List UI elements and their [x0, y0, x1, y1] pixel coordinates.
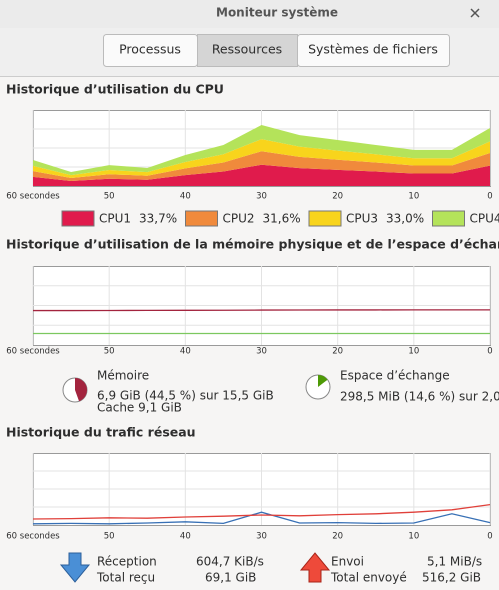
x-tick-label: 60 secondes [6, 347, 60, 357]
x-tick-label: 20 [332, 532, 343, 542]
tab-active[interactable] [197, 34, 298, 67]
send-label: Envoi [331, 555, 364, 569]
tab-label[interactable]: Systèmes de fichiers [308, 42, 438, 57]
x-tick-label: 10 [408, 532, 419, 542]
x-tick-label: 20 [332, 192, 343, 202]
legend-label: CPU1 [99, 212, 131, 226]
receive-total-label: Total reçu [96, 571, 155, 585]
legend-value: 33,7% [139, 212, 177, 226]
tab-label[interactable]: Ressources [212, 42, 282, 57]
x-tick-label: 40 [180, 532, 191, 542]
line [32, 511, 491, 525]
x-tick-label: 10 [408, 192, 419, 202]
x-tick-label: 20 [332, 347, 343, 357]
x-tick-label: 10 [408, 347, 419, 357]
x-tick-label: 30 [256, 192, 267, 202]
legend-label: CPU2 [223, 212, 255, 226]
download-icon [59, 552, 91, 583]
x-tick-label: 50 [104, 192, 115, 202]
tab[interactable] [297, 34, 450, 67]
line [33, 309, 490, 312]
memory-label: Mémoire [97, 369, 149, 383]
swap-label: Espace d’échange [340, 369, 450, 383]
area [33, 164, 490, 186]
close-button[interactable] [470, 8, 480, 18]
legend-label: CPU4 [470, 212, 499, 226]
tab-label[interactable]: Processus [119, 42, 181, 57]
pie-slice [75, 378, 87, 402]
legend-swatch [185, 210, 218, 227]
receive-label: Réception [97, 555, 157, 569]
section-title: Historique d’utilisation du CPU [6, 82, 224, 97]
send-total-label: Total envoyé [330, 571, 407, 585]
receive-total: 69,1 GiB [205, 571, 256, 585]
x-tick-label: 30 [256, 347, 267, 357]
upload-icon [299, 552, 331, 583]
x-tick-label: 50 [104, 532, 115, 542]
x-tick-label: 40 [180, 192, 191, 202]
title-bar [0, 0, 499, 28]
section-title: Historique du trafic réseau [6, 425, 196, 440]
x-tick-label: 0 [487, 532, 492, 542]
window-title: Moniteur système [216, 6, 338, 20]
legend-swatch [308, 210, 342, 227]
x-tick-label: 50 [104, 347, 115, 357]
x-tick-label: 30 [256, 532, 267, 542]
x-tick-label: 60 secondes [6, 192, 60, 202]
legend-label: CPU3 [346, 212, 378, 226]
legend-value: 31,6% [263, 212, 301, 226]
legend-swatch [61, 210, 95, 227]
memory-cache: Cache 9,1 GiB [97, 401, 182, 415]
area [33, 151, 490, 182]
line [32, 503, 491, 520]
x-tick-label: 0 [487, 192, 492, 202]
area [33, 139, 490, 179]
x-tick-label: 0 [487, 347, 492, 357]
legend-value: 33,0% [386, 212, 424, 226]
receive-rate: 604,7 KiB/s [196, 555, 264, 569]
area [33, 125, 490, 176]
send-total: 516,2 GiB [422, 571, 481, 585]
memory-usage: 6,9 GiB (44,5 %) sur 15,5 GiB [97, 389, 274, 403]
pie-slice [318, 375, 328, 387]
x-tick-label: 60 secondes [6, 532, 60, 542]
x-tick-label: 40 [180, 347, 191, 357]
section-title: Historique d’utilisation de la mémoire p… [6, 237, 499, 252]
legend-swatch [432, 210, 465, 227]
swap-usage: 298,5 MiB (14,6 %) sur 2,0 [340, 390, 499, 404]
send-rate: 5,1 MiB/s [427, 555, 482, 569]
